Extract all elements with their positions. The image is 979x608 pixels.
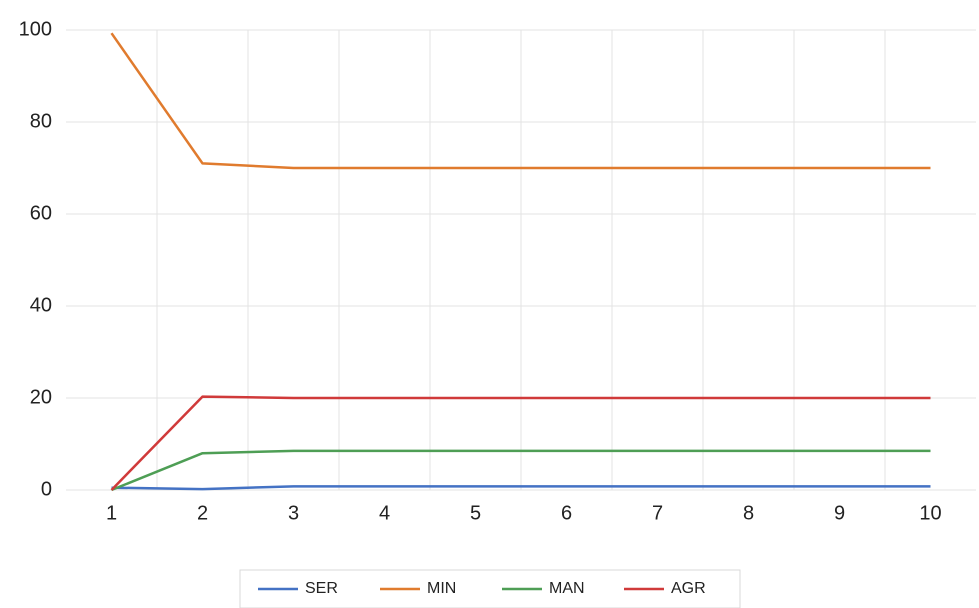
x-tick-label: 5 — [470, 502, 481, 524]
x-tick-label: 8 — [743, 502, 754, 524]
x-tick-label: 6 — [561, 502, 572, 524]
x-tick-label: 10 — [919, 502, 941, 524]
chart: 0 20 40 60 80 100 1 2 3 4 5 6 7 8 9 10 SER MIN MAN AGR — [0, 0, 979, 608]
legend-label: SER — [305, 580, 338, 597]
y-tick-label: 0 — [41, 478, 52, 500]
x-tick-label: 3 — [288, 502, 299, 524]
x-tick-label: 9 — [834, 502, 845, 524]
x-tick-label: 4 — [379, 502, 390, 524]
x-tick-label: 7 — [652, 502, 663, 524]
y-tick-label: 60 — [30, 202, 52, 224]
x-tick-label: 1 — [106, 502, 117, 524]
y-tick-label: 100 — [19, 18, 52, 40]
legend-label: MIN — [427, 580, 456, 597]
x-tick-label: 2 — [197, 502, 208, 524]
legend-label: AGR — [671, 580, 706, 597]
y-tick-label: 80 — [30, 110, 52, 132]
legend-label: MAN — [549, 580, 585, 597]
y-tick-label: 40 — [30, 294, 52, 316]
y-tick-label: 20 — [30, 386, 52, 408]
